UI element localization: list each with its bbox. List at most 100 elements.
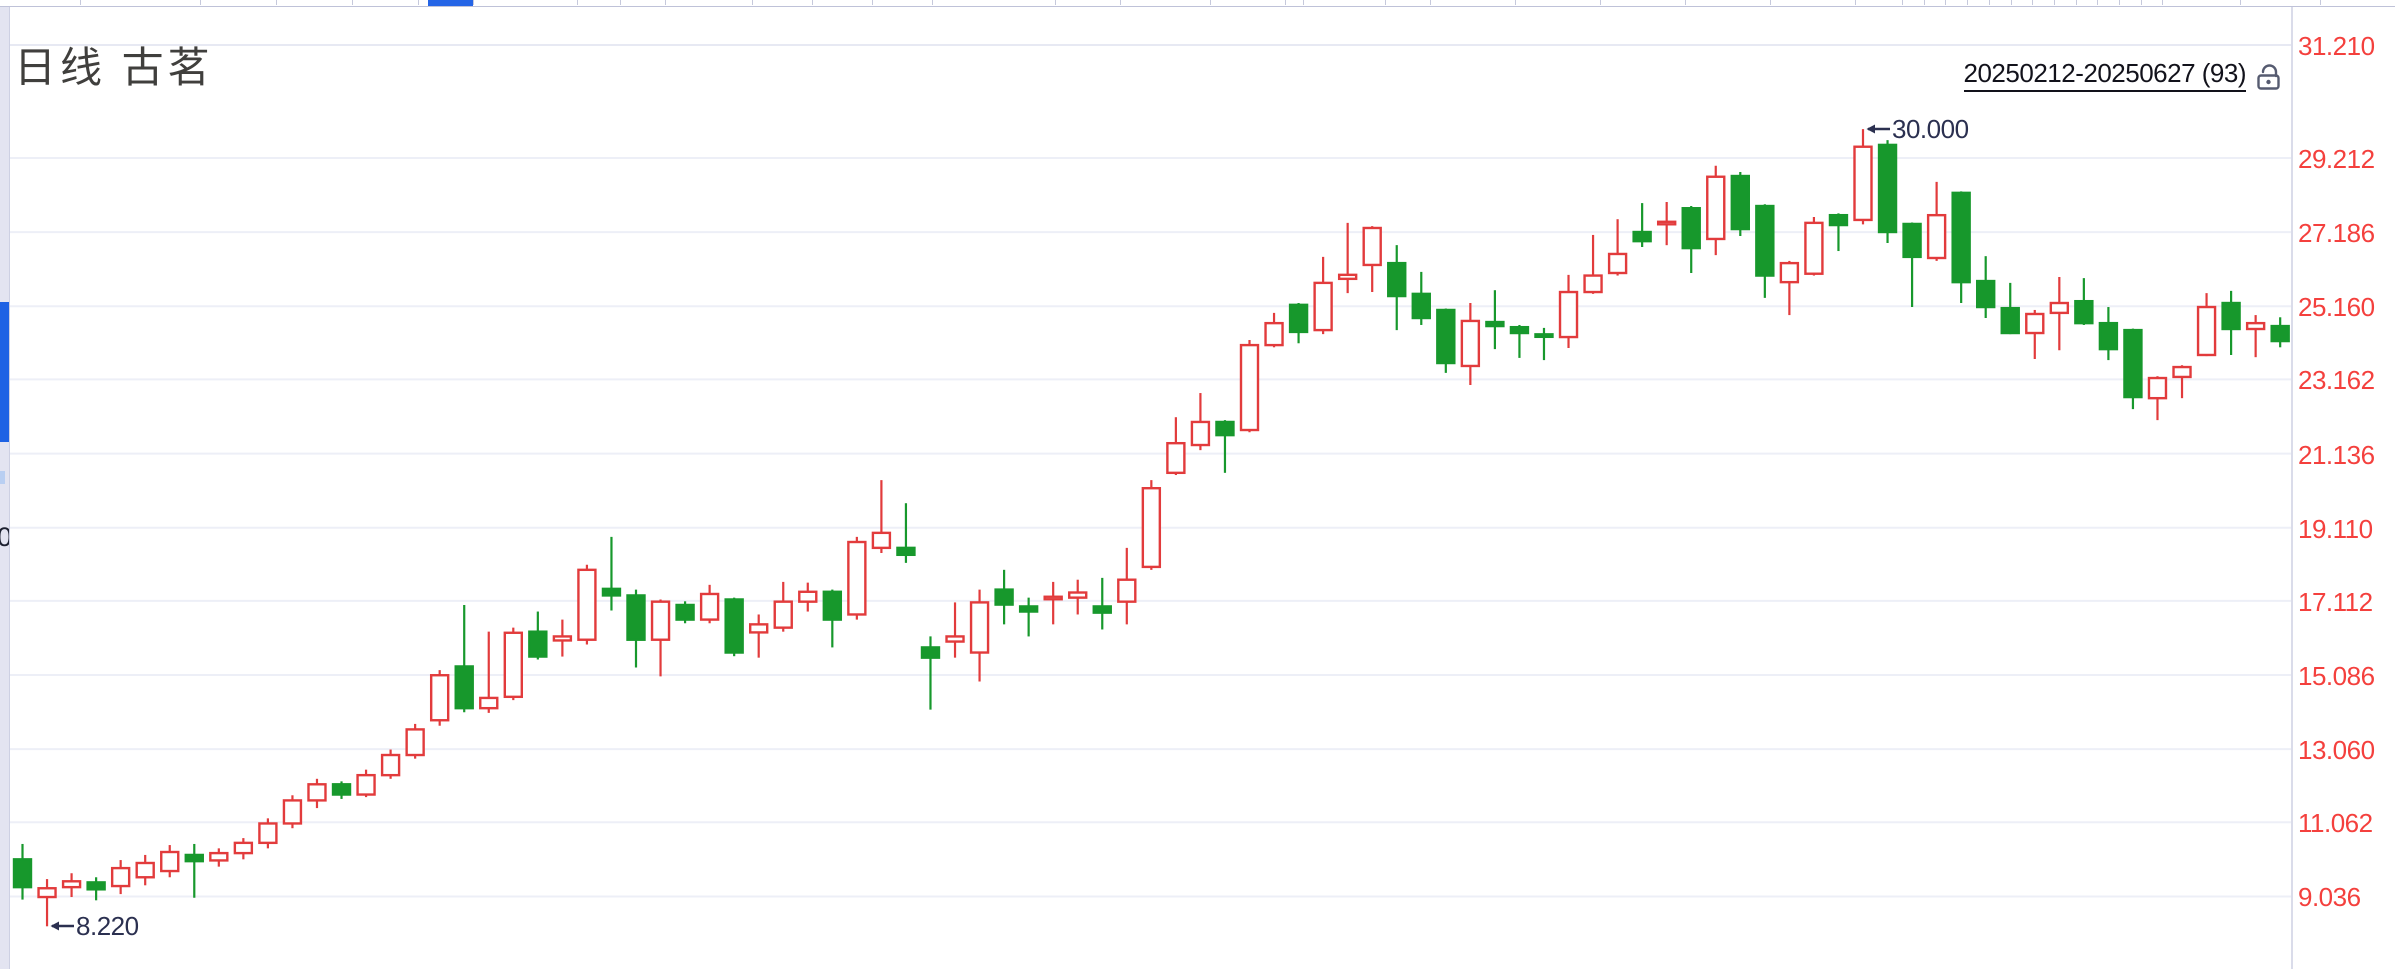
toolbar-cell-border [80, 0, 81, 5]
candle [405, 723, 425, 759]
toolbar-cell-border [1945, 0, 1946, 5]
y-axis-label: 31.210 [2298, 31, 2375, 61]
open-lock-icon[interactable] [2255, 61, 2282, 90]
toolbar-cell-border [473, 0, 474, 5]
candle [1877, 140, 1898, 243]
candle [86, 877, 106, 901]
date-range-label[interactable]: 20250212-20250627 (93) [1963, 58, 2247, 92]
candle [1141, 480, 1162, 570]
chart-title: 日线 古茗 [14, 44, 214, 91]
candle [822, 589, 843, 648]
candle [1926, 181, 1947, 261]
candle [160, 845, 180, 878]
candle [994, 569, 1014, 625]
candle [2270, 317, 2290, 348]
candle [2221, 290, 2241, 355]
toolbar-cell-border [418, 0, 419, 5]
candle [1730, 171, 1751, 237]
candle [209, 848, 229, 867]
candle [454, 604, 474, 713]
toolbar-cell-border [1770, 0, 1771, 5]
price-annotation-label: 8.220 [76, 910, 139, 941]
candle [2172, 365, 2192, 399]
candle [1043, 581, 1063, 625]
candle [1902, 222, 1922, 308]
candle [1239, 339, 1260, 433]
candle [2000, 282, 2020, 335]
toolbar-cell-border [1902, 0, 1903, 5]
toolbar-cell-border [2097, 0, 2098, 5]
candle [2025, 309, 2045, 360]
date-range-button[interactable]: 20250212-20250627 (93) [1963, 58, 2282, 92]
candle [1706, 165, 1726, 256]
candle [675, 601, 695, 624]
candle [945, 602, 965, 658]
candle [2147, 376, 2168, 421]
toolbar-cell-border [2011, 0, 2012, 5]
candle [1681, 206, 1701, 273]
candle [2245, 315, 2266, 358]
toolbar-cell-border [1685, 0, 1686, 5]
candle [1656, 201, 1677, 246]
toolbar-edge [0, 0, 2395, 7]
candle [1804, 216, 1824, 276]
candle [2123, 328, 2143, 410]
candle [233, 838, 254, 860]
candle [1853, 129, 1873, 225]
y-axis-label: 15.086 [2298, 661, 2375, 691]
toolbar-cell-border [1924, 0, 1925, 5]
candle [724, 597, 744, 657]
toolbar-cell-border [1385, 0, 1386, 5]
candle [2074, 278, 2094, 325]
candle [503, 627, 523, 701]
left-scrollbar: 0 [0, 6, 10, 969]
left-arrow-icon [50, 921, 75, 931]
candle [479, 631, 499, 713]
price-annotation: 30.000 [1865, 114, 1969, 144]
candle [1068, 579, 1088, 615]
candle [12, 843, 33, 900]
candle [1975, 256, 1996, 319]
candle [1264, 312, 1284, 348]
candle [380, 749, 401, 779]
candle [1166, 417, 1186, 476]
toolbar-cell-border [812, 0, 813, 5]
toolbar-cell-border [2076, 0, 2077, 5]
y-axis-label: 25.160 [2298, 292, 2375, 323]
candle [1558, 274, 1579, 349]
scrollbar-tick [0, 471, 5, 484]
toolbar-cell-border [1855, 0, 1856, 5]
toolbar-cell-border [2320, 0, 2321, 5]
candle [1828, 213, 1849, 252]
y-axis-label: 21.136 [2298, 439, 2375, 470]
candle [1755, 204, 1775, 298]
toolbar-cell-border [1600, 0, 1601, 5]
candle [1583, 234, 1603, 294]
toolbar-cell-border [352, 0, 353, 5]
candle [1117, 547, 1137, 625]
y-axis-label: 13.060 [2298, 735, 2375, 766]
candle [699, 584, 720, 624]
candle [871, 480, 892, 553]
candle [37, 879, 57, 927]
candle [1779, 260, 1800, 316]
candle [1436, 308, 1456, 373]
candle [1509, 324, 1530, 358]
toolbar-cell-border [200, 0, 201, 5]
candle [1288, 303, 1309, 344]
candle [1313, 256, 1333, 335]
toolbar-active-tab-indicator[interactable] [428, 0, 473, 6]
y-axis-label: 17.112 [2298, 586, 2373, 617]
candle [601, 536, 622, 611]
gridlines [10, 44, 2292, 898]
candle [1485, 290, 1505, 350]
toolbar-cell-border [2054, 0, 2055, 5]
toolbar-cell-border [2162, 0, 2163, 5]
toolbar-cell-border [1967, 0, 1968, 5]
scrollbar-thumb[interactable] [0, 302, 9, 442]
candle [2196, 293, 2217, 357]
candle [528, 611, 548, 660]
candle [1337, 222, 1358, 294]
price-annotation-label: 30.000 [1892, 113, 1969, 144]
